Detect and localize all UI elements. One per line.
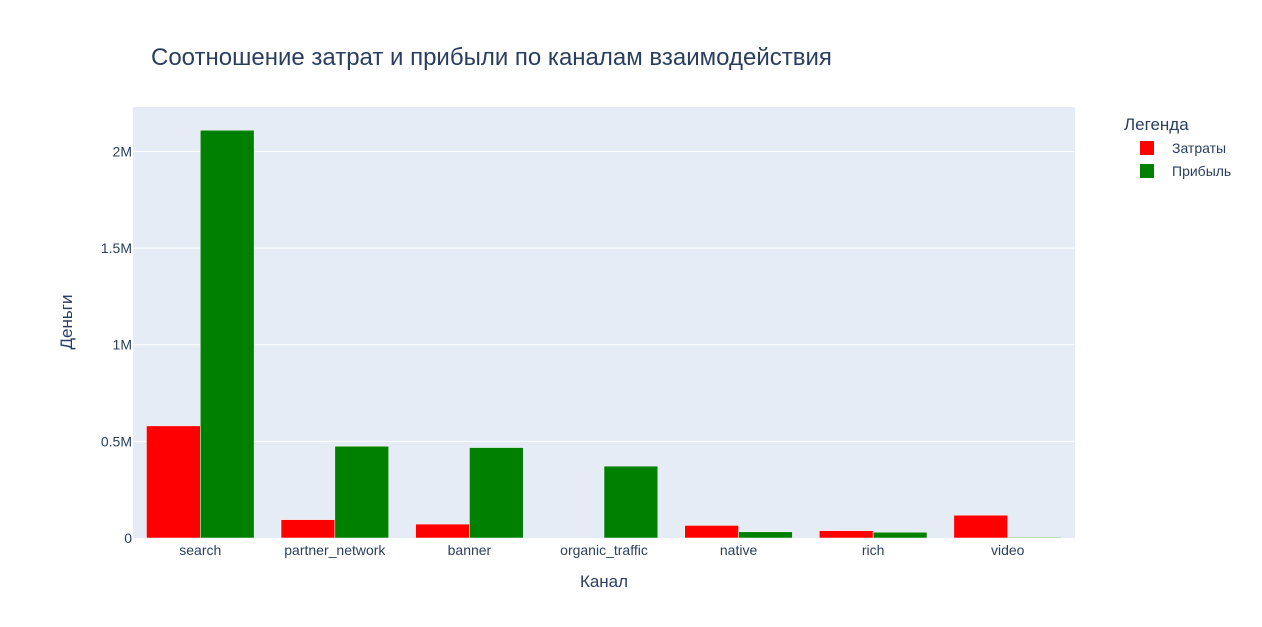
- y-tick-label: 1.5M: [101, 240, 132, 256]
- y-axis-title: Деньги: [57, 295, 76, 350]
- bar-video-1: [1007, 536, 1062, 539]
- bar-native-1: [738, 531, 793, 539]
- legend-title: Легенда: [1124, 115, 1189, 134]
- legend-swatch-1: [1140, 164, 1154, 178]
- bar-organic_traffic-1: [603, 465, 659, 539]
- legend-swatch-0: [1140, 141, 1154, 155]
- x-tick-label: partner_network: [284, 542, 386, 558]
- x-tick-label: native: [720, 542, 758, 558]
- bar-rich-0: [819, 530, 874, 539]
- x-axis-title: Канал: [580, 572, 628, 591]
- bar-partner_network-1: [334, 445, 389, 539]
- y-tick-label: 0.5M: [101, 433, 132, 449]
- bar-search-0: [146, 425, 201, 539]
- x-tick-label: organic_traffic: [560, 542, 648, 558]
- chart-title: Соотношение затрат и прибыли по каналам …: [151, 44, 832, 71]
- bar-search-1: [200, 129, 255, 539]
- y-tick-label: 0: [124, 530, 132, 546]
- y-tick-label: 1M: [113, 337, 132, 353]
- bar-banner-1: [469, 447, 524, 539]
- legend-label-1: Прибыль: [1172, 163, 1231, 179]
- x-tick-label: banner: [448, 542, 492, 558]
- x-tick-label: search: [179, 542, 221, 558]
- y-axis-ticks: 0 0.5M 1M 1.5M 2M: [101, 143, 132, 546]
- x-axis-ticks: search partner_network banner organic_traff…: [179, 542, 1024, 558]
- legend: Легенда Затраты Прибыль: [1124, 115, 1231, 179]
- bar-native-0: [684, 525, 739, 539]
- bars: [146, 129, 1062, 539]
- legend-label-0: Затраты: [1172, 140, 1226, 156]
- bar-rich-1: [872, 531, 928, 539]
- bar-video-0: [953, 514, 1008, 539]
- y-tick-label: 2M: [113, 143, 132, 159]
- x-tick-label: rich: [862, 542, 885, 558]
- x-tick-label: video: [991, 542, 1025, 558]
- bar-banner-0: [415, 523, 470, 539]
- bar-partner_network-0: [280, 519, 336, 539]
- grid-lines: [133, 150, 1075, 442]
